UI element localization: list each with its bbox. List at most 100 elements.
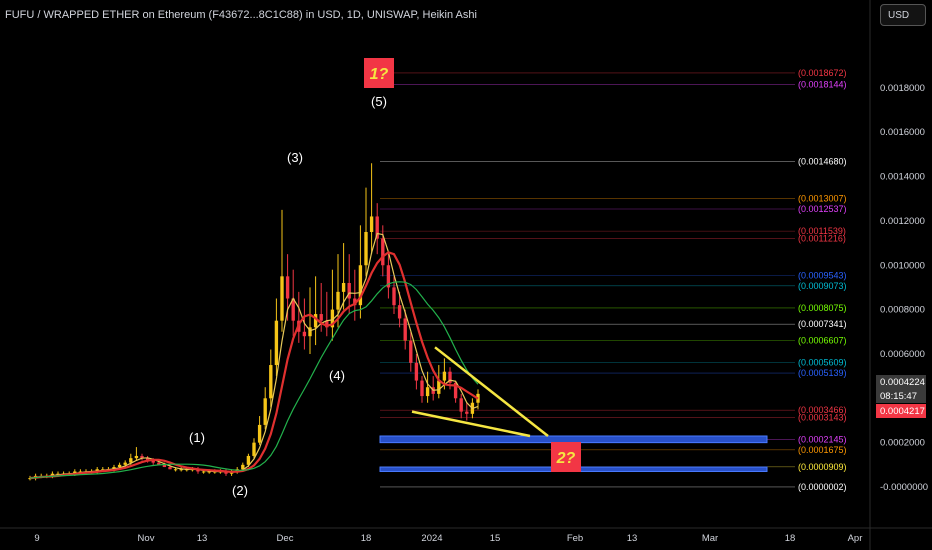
candle-body bbox=[302, 331, 307, 337]
candle-body bbox=[129, 458, 133, 463]
moving-average-line bbox=[29, 281, 479, 479]
wave-label: (2) bbox=[232, 483, 248, 498]
fib-level-label: (0.0012537) bbox=[798, 204, 847, 214]
fib-level-label: (0.0009073) bbox=[798, 281, 847, 291]
candle-body bbox=[201, 471, 206, 473]
y-tick-label: 0.0002000 bbox=[880, 438, 925, 449]
candle-body bbox=[162, 464, 167, 468]
fib-level-label: (0.0009543) bbox=[798, 270, 847, 280]
candle-body bbox=[28, 478, 32, 480]
candle-body bbox=[353, 298, 357, 306]
candle-body bbox=[437, 380, 441, 394]
chart-title: FUFU / WRAPPED ETHER on Ethereum (F43672… bbox=[5, 9, 477, 21]
currency-button[interactable]: USD bbox=[880, 4, 926, 26]
candle-body bbox=[403, 318, 407, 341]
fib-level-label: (0.0011216) bbox=[798, 233, 846, 243]
fib-level-label: (0.0018144) bbox=[798, 80, 847, 90]
candle-body bbox=[252, 442, 256, 456]
candle-body bbox=[78, 471, 83, 473]
x-tick-label: Dec bbox=[277, 533, 294, 544]
candle-body bbox=[414, 362, 419, 381]
candle-body bbox=[347, 282, 351, 299]
question-callout-badge bbox=[551, 442, 581, 472]
fib-level-label: (0.0008075) bbox=[798, 303, 847, 313]
candle-body bbox=[95, 469, 99, 472]
support-zone bbox=[379, 435, 768, 444]
x-tick-label: 18 bbox=[785, 533, 796, 544]
fib-level-label: (0.0002145) bbox=[798, 434, 847, 444]
candle-body bbox=[73, 471, 77, 474]
candle-body bbox=[420, 380, 424, 397]
fib-level-label: (0.0007341) bbox=[798, 319, 847, 329]
fib-level-label: (0.0000909) bbox=[798, 462, 847, 472]
fib-level-label: (0.0018672) bbox=[798, 68, 847, 78]
wave-label: (4) bbox=[329, 368, 345, 383]
fib-level-label: (0.0011539) bbox=[798, 226, 846, 236]
candle-body bbox=[50, 473, 55, 476]
fib-level-label: (0.0003466) bbox=[798, 405, 847, 415]
candle-body bbox=[397, 305, 402, 319]
y-tick-label: 0.0014000 bbox=[880, 172, 925, 183]
candle-body bbox=[134, 455, 139, 459]
candle-body bbox=[241, 464, 245, 470]
candle-body bbox=[56, 473, 60, 475]
x-tick-label: 9 bbox=[34, 533, 39, 544]
y-tick-label: 0.0010000 bbox=[880, 260, 925, 271]
fib-level-label: (0.0014680) bbox=[798, 156, 847, 166]
wave-label: (3) bbox=[287, 150, 303, 165]
x-tick-label: 2024 bbox=[421, 533, 442, 544]
fib-level-label: (0.0001675) bbox=[798, 445, 847, 455]
y-tick-label: 0.0016000 bbox=[880, 127, 925, 138]
moving-average-line bbox=[29, 251, 479, 480]
x-tick-label: 13 bbox=[627, 533, 638, 544]
candle-body bbox=[341, 282, 346, 292]
candle-body bbox=[145, 458, 150, 461]
candle-body bbox=[112, 467, 116, 470]
candle-body bbox=[246, 455, 251, 465]
candle-body bbox=[325, 320, 329, 328]
candle-body bbox=[375, 216, 379, 239]
candle-body bbox=[425, 387, 430, 397]
candle-body bbox=[157, 462, 161, 465]
candle-body bbox=[465, 411, 469, 414]
wave-label: (5) bbox=[371, 94, 387, 109]
question-callout-label: 1? bbox=[370, 66, 389, 83]
question-callout-badge bbox=[364, 58, 394, 88]
candle-body bbox=[140, 455, 144, 459]
candle-body bbox=[280, 276, 284, 321]
candle-body bbox=[442, 371, 447, 381]
candle-body bbox=[117, 464, 122, 468]
y-tick-label: 0.0012000 bbox=[880, 216, 925, 227]
candle-body bbox=[269, 365, 273, 399]
candle-body bbox=[308, 327, 312, 337]
wedge-upper-trendline bbox=[434, 346, 549, 437]
candle-body bbox=[173, 469, 178, 471]
x-tick-label: 18 bbox=[361, 533, 372, 544]
candle-body bbox=[101, 469, 105, 471]
fib-level-label: (0.0000002) bbox=[798, 482, 847, 492]
x-tick-label: Feb bbox=[567, 533, 583, 544]
candle-body bbox=[336, 291, 340, 310]
candle-body bbox=[285, 276, 290, 299]
candle-body bbox=[409, 340, 413, 363]
x-tick-label: 13 bbox=[197, 533, 208, 544]
red-price-label: 0.0004217 bbox=[876, 404, 926, 418]
candle-body bbox=[448, 371, 452, 383]
candle-body bbox=[291, 298, 295, 321]
wedge-lower-trendline bbox=[411, 410, 531, 438]
candle-body bbox=[358, 265, 363, 306]
fib-level-label: (0.0006607) bbox=[798, 335, 847, 345]
candle-body bbox=[319, 314, 323, 321]
x-tick-label: 15 bbox=[490, 533, 501, 544]
fib-level-label: (0.0013007) bbox=[798, 194, 847, 204]
candle-body bbox=[257, 424, 262, 443]
y-tick-label: -0.0000000 bbox=[880, 482, 928, 493]
question-callout-label: 2? bbox=[556, 450, 576, 467]
y-tick-label: 0.0008000 bbox=[880, 305, 925, 316]
current-price-label: 0.0004224 bbox=[876, 375, 926, 389]
candle-body bbox=[168, 467, 172, 470]
candle-body bbox=[313, 314, 318, 328]
fib-level-label: (0.0003143) bbox=[798, 412, 847, 422]
x-tick-label: Nov bbox=[138, 533, 155, 544]
